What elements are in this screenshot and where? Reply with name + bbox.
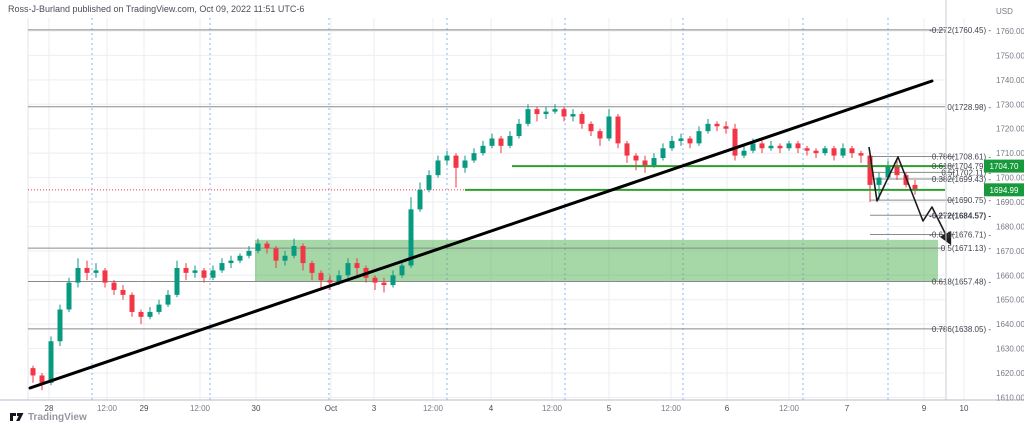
time-tick-label: Oct bbox=[325, 404, 338, 413]
fib-label: 0.5(1671.13) - bbox=[941, 244, 992, 253]
price-tick-label: 1720.00 bbox=[996, 125, 1024, 134]
price-tick-label: 1620.00 bbox=[996, 369, 1024, 378]
fib-label: 0.786(1708.61) - bbox=[932, 153, 991, 162]
price-tick-label: 1660.00 bbox=[996, 271, 1024, 280]
price-tag-text: 1694.99 bbox=[990, 186, 1019, 195]
price-tick-label: 1650.00 bbox=[996, 296, 1024, 305]
trendline[interactable] bbox=[28, 79, 934, 390]
time-tick-label: 4 bbox=[489, 404, 494, 413]
time-tick-label: 12:00 bbox=[190, 404, 211, 413]
price-tick-label: 1700.00 bbox=[996, 174, 1024, 183]
price-tags: 1704.70 1694.99 bbox=[984, 159, 1024, 197]
time-tick-label: 12:00 bbox=[542, 404, 563, 413]
time-tick-label: 28 bbox=[45, 404, 54, 413]
fib-retracement-long-lines[interactable] bbox=[28, 29, 945, 330]
price-axis[interactable]: USD 1760.00 1750.00 1740.00 1730.00 1720.00 17… bbox=[996, 7, 1024, 402]
fib-label: 0.5(1702.11) - bbox=[941, 168, 991, 177]
price-tick-label: 1680.00 bbox=[996, 222, 1024, 231]
fib-label: 0(1728.98) - bbox=[947, 103, 991, 112]
time-tick-label: 12:00 bbox=[97, 404, 118, 413]
time-tick-label: 29 bbox=[140, 404, 149, 413]
price-tick-label: 1730.00 bbox=[996, 100, 1024, 109]
price-tick-label: 1690.00 bbox=[996, 198, 1024, 207]
price-tick-label: 1630.00 bbox=[996, 345, 1024, 354]
price-tick-label: 1750.00 bbox=[996, 51, 1024, 60]
time-tick-label: 10 bbox=[960, 404, 969, 413]
price-tick-label: 1760.00 bbox=[996, 27, 1024, 36]
tradingview-logo[interactable]: TradingView bbox=[10, 411, 87, 423]
fib-label: -0.618(1676.71) - bbox=[929, 230, 991, 239]
price-tick-label: 1670.00 bbox=[996, 247, 1024, 256]
price-tick-label: 1640.00 bbox=[996, 320, 1024, 329]
fib-label: -0.272(1684.57) - bbox=[929, 211, 991, 220]
fib-label: -0.272(1760.45) - bbox=[929, 26, 991, 35]
currency-label: USD bbox=[996, 7, 1013, 16]
demand-zone-rectangle[interactable] bbox=[255, 239, 938, 282]
tradingview-logo-text: TradingView bbox=[28, 411, 87, 423]
time-tick-label: 30 bbox=[252, 404, 261, 413]
time-tick-label: 12:00 bbox=[423, 404, 444, 413]
fib-label: 0.786(1638.05) - bbox=[932, 325, 991, 334]
price-tag-box bbox=[984, 183, 1024, 197]
time-tick-label: 7 bbox=[845, 404, 850, 413]
fib-level-labels: -0.272(1760.45) - 0(1728.98) - 0.5(1671.13… bbox=[929, 26, 991, 334]
time-tick-label: 3 bbox=[372, 404, 377, 413]
time-tick-label: 9 bbox=[922, 404, 927, 413]
attribution-text: Ross-J-Burland published on TradingView.… bbox=[8, 4, 305, 14]
tradingview-icon bbox=[10, 413, 24, 421]
grid bbox=[27, 18, 965, 400]
fib-label: 0.382(1699.43) - bbox=[932, 175, 991, 184]
fib-label: 0(1690.75) - bbox=[947, 196, 991, 205]
horizontal-ray-lines[interactable] bbox=[465, 165, 945, 191]
session-break-lines bbox=[91, 18, 889, 400]
time-tick-label: 6 bbox=[725, 404, 730, 413]
price-tag-box bbox=[984, 159, 1024, 173]
fib-label: 0.618(1657.48) - bbox=[932, 277, 991, 286]
time-tick-label: 5 bbox=[607, 404, 612, 413]
time-tick-label: 12:00 bbox=[661, 404, 682, 413]
price-tick-label: 1710.00 bbox=[996, 149, 1024, 158]
time-tick-label: 12:00 bbox=[779, 404, 800, 413]
fib-label: 0.618(1704.79) - bbox=[932, 162, 991, 171]
forecast-arrow-path[interactable] bbox=[868, 146, 952, 246]
price-tick-label: 1610.00 bbox=[996, 393, 1024, 402]
price-tag-text: 1704.70 bbox=[990, 162, 1019, 171]
price-tick-label: 1740.00 bbox=[996, 76, 1024, 85]
time-axis[interactable]: 28 12:00 29 12:00 30 Oct 3 12:00 4 12:00 5 12:00 6 12… bbox=[45, 404, 969, 413]
